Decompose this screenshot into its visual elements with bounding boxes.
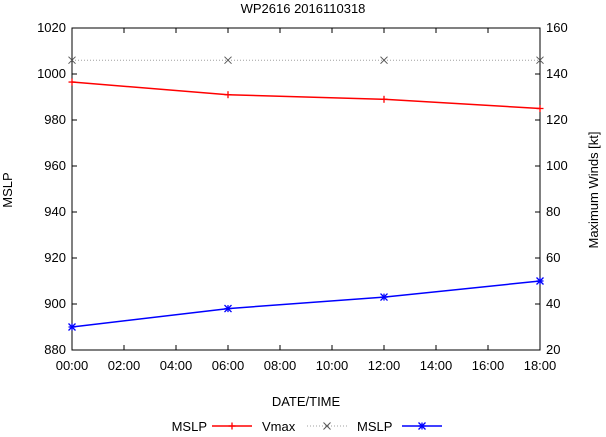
x-tick-label: 08:00 (264, 358, 297, 373)
y-right-tick-label: 160 (546, 20, 568, 35)
data-point-penv (224, 91, 232, 99)
marker-stroke (224, 56, 232, 65)
data-point-vmax (224, 56, 232, 65)
marker-stroke (68, 56, 76, 65)
y-left-tick-label: 960 (44, 158, 66, 173)
x-tick-label: 18:00 (524, 358, 557, 373)
legend-marker-mslp (418, 422, 426, 430)
legend: Vmax MSLP (212, 419, 442, 434)
marker-stroke (380, 293, 388, 302)
x-axis-label: DATE/TIME (272, 394, 341, 409)
legend-marker-penv (228, 422, 236, 430)
legend-title: MSLP (172, 419, 207, 432)
y-right-tick-label: 60 (546, 250, 560, 265)
data-point-penv (68, 78, 76, 86)
series-line-mslp (71, 280, 541, 328)
legend-label-mslp: MSLP (357, 419, 392, 432)
y-left-tick-label: 1000 (37, 66, 66, 81)
y-right-tick-label: 40 (546, 296, 560, 311)
series-line-penv (71, 81, 541, 110)
x-tick-label: 16:00 (472, 358, 505, 373)
legend-label-vmax: Vmax (262, 419, 296, 432)
data-point-mslp (224, 304, 232, 313)
y-right-tick-label: 80 (546, 204, 560, 219)
marker-stroke (536, 277, 544, 285)
y-left-tick-label: 980 (44, 112, 66, 127)
marker-stroke (323, 422, 331, 430)
x-tick-label: 10:00 (316, 358, 349, 373)
series-group (68, 56, 544, 331)
y-right-tick-label: 140 (546, 66, 568, 81)
marker-stroke (418, 422, 426, 430)
data-point-mslp (380, 293, 388, 302)
y-right-tick-label: 100 (546, 158, 568, 173)
y-left-tick-label: 900 (44, 296, 66, 311)
x-tick-label: 04:00 (160, 358, 193, 373)
axes-group: 00:00 02:00 04:00 06:00 08:00 10:00 12:00 14:00… (37, 20, 568, 373)
marker-stroke (224, 304, 232, 313)
legend-marker-vmax (323, 422, 331, 430)
y-axis-left-label: MSLP (0, 172, 15, 207)
data-point-vmax (68, 56, 76, 65)
y-axis-right-label: Maximum Winds [kt] (586, 131, 601, 248)
marker-stroke (536, 56, 544, 65)
data-point-penv (536, 105, 544, 112)
marker-stroke (380, 56, 388, 65)
data-point-penv (380, 95, 388, 103)
x-tick-label: 14:00 (420, 358, 453, 373)
y-left-tick-label: 1020 (37, 20, 66, 35)
x-tick-label: 12:00 (368, 358, 401, 373)
y-left-tick-label: 940 (44, 204, 66, 219)
chart-title: WP2616 2016110318 (241, 1, 366, 16)
data-point-vmax (536, 56, 544, 65)
y-left-tick-label: 920 (44, 250, 66, 265)
x-tick-label: 00:00 (56, 358, 89, 373)
marker-stroke (68, 323, 76, 331)
data-point-vmax (380, 56, 388, 65)
y-right-tick-label: 120 (546, 112, 568, 127)
data-point-mslp (536, 277, 544, 285)
y-left-tick-label: 880 (44, 342, 66, 357)
data-point-mslp (68, 323, 76, 331)
x-tick-label: 06:00 (212, 358, 245, 373)
x-tick-label: 02:00 (108, 358, 141, 373)
y-right-tick-label: 20 (546, 342, 560, 357)
plot-frame (71, 27, 541, 351)
